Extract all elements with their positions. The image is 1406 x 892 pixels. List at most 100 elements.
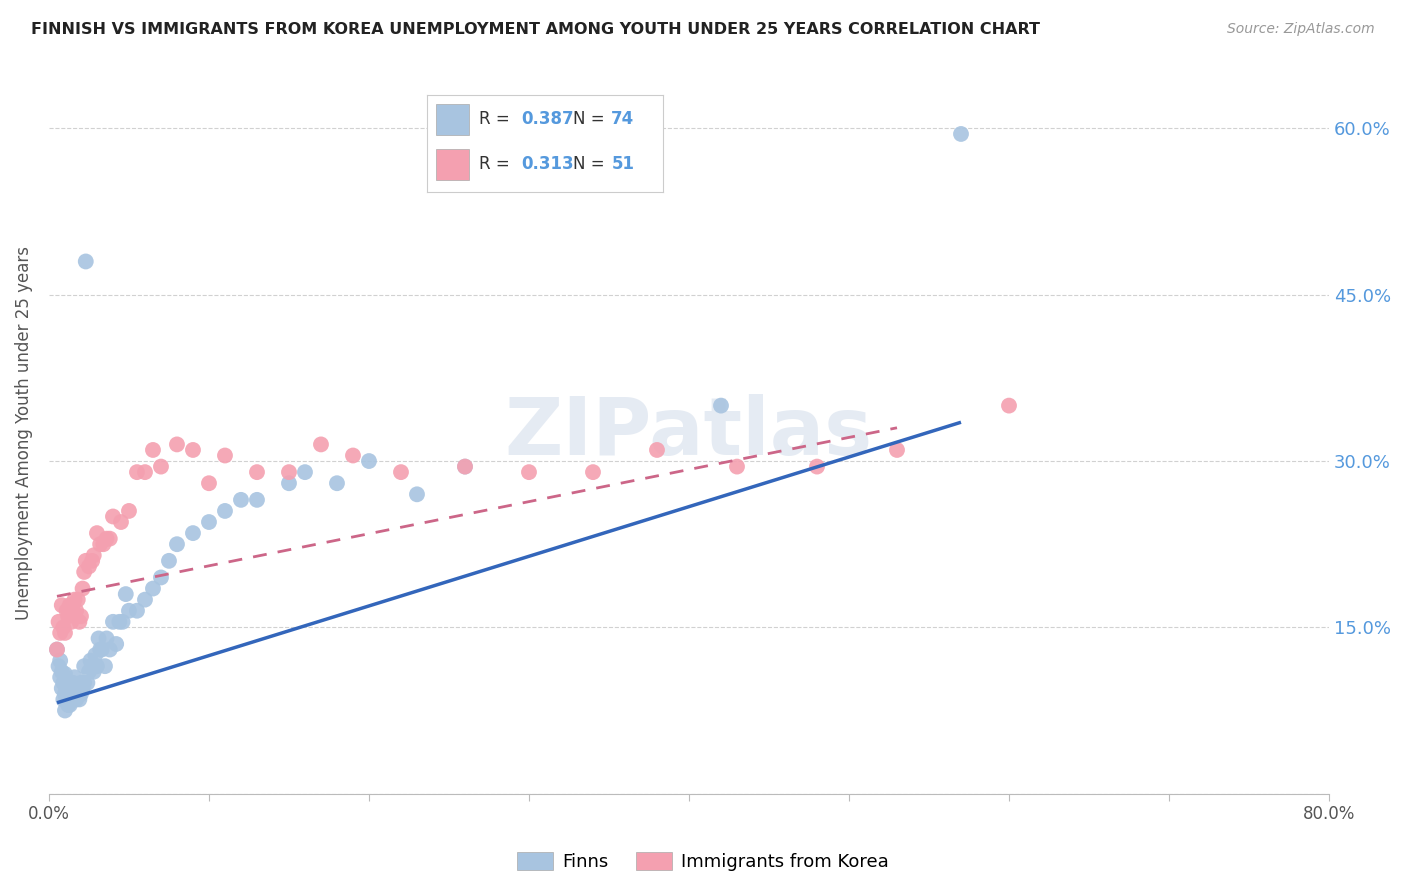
Point: [67, 615, 90, 629]
Point: [70, 675, 93, 690]
Point: [105, 637, 128, 651]
Point: [46, 642, 69, 657]
Point: [55, 604, 77, 618]
Point: [134, 592, 156, 607]
Point: [89, 642, 111, 657]
Point: [389, 465, 412, 479]
Point: [950, 127, 973, 141]
Point: [166, 437, 188, 451]
Point: [66, 592, 89, 607]
Point: [59, 675, 82, 690]
Point: [62, 604, 84, 618]
Point: [65, 687, 87, 701]
Point: [53, 687, 76, 701]
Point: [53, 667, 76, 681]
Point: [101, 509, 124, 524]
Point: [55, 681, 77, 696]
Point: [83, 665, 105, 679]
Point: [56, 675, 79, 690]
Point: [86, 659, 108, 673]
Y-axis label: Unemployment Among Youth under 25 years: Unemployment Among Youth under 25 years: [15, 246, 32, 620]
Point: [56, 681, 79, 696]
Point: [73, 565, 96, 579]
Point: [198, 476, 221, 491]
Point: [110, 515, 132, 529]
Point: [125, 465, 148, 479]
Point: [214, 449, 236, 463]
Point: [806, 459, 828, 474]
Point: [65, 604, 87, 618]
Point: [79, 654, 101, 668]
Point: [75, 254, 97, 268]
Point: [278, 476, 301, 491]
Point: [55, 692, 77, 706]
Point: [48, 659, 70, 673]
Point: [101, 615, 124, 629]
Point: [52, 675, 75, 690]
Point: [998, 399, 1021, 413]
Point: [326, 476, 349, 491]
Point: [84, 648, 107, 662]
Point: [49, 654, 72, 668]
Point: [111, 615, 134, 629]
Point: [77, 559, 100, 574]
Point: [294, 465, 316, 479]
Point: [454, 459, 477, 474]
Point: [56, 698, 79, 712]
Text: FINNISH VS IMMIGRANTS FROM KOREA UNEMPLOYMENT AMONG YOUTH UNDER 25 YEARS CORRELA: FINNISH VS IMMIGRANTS FROM KOREA UNEMPLO…: [31, 22, 1040, 37]
Point: [59, 698, 82, 712]
Point: [198, 515, 221, 529]
Point: [75, 554, 97, 568]
Point: [52, 692, 75, 706]
Point: [46, 642, 69, 657]
Point: [72, 681, 94, 696]
Point: [62, 675, 84, 690]
Point: [142, 442, 165, 457]
Point: [59, 687, 82, 701]
Point: [108, 615, 131, 629]
Point: [48, 615, 70, 629]
Point: [59, 598, 82, 612]
Point: [142, 582, 165, 596]
Point: [67, 692, 90, 706]
Point: [246, 465, 269, 479]
Point: [357, 454, 380, 468]
Point: [73, 659, 96, 673]
Point: [49, 626, 72, 640]
Point: [70, 687, 93, 701]
Point: [73, 675, 96, 690]
Point: [118, 604, 141, 618]
Point: [149, 570, 172, 584]
Point: [309, 437, 332, 451]
Text: ZIPatlas: ZIPatlas: [505, 394, 873, 473]
Point: [645, 442, 668, 457]
Point: [72, 582, 94, 596]
Point: [51, 681, 73, 696]
Point: [125, 604, 148, 618]
Point: [114, 587, 136, 601]
Point: [98, 532, 121, 546]
Point: [517, 465, 540, 479]
Point: [89, 537, 111, 551]
Point: [166, 537, 188, 551]
Point: [342, 449, 364, 463]
Point: [53, 704, 76, 718]
Point: [98, 642, 121, 657]
Point: [60, 687, 83, 701]
Point: [60, 692, 83, 706]
Point: [60, 615, 83, 629]
Point: [77, 665, 100, 679]
Point: [229, 492, 252, 507]
Point: [51, 665, 73, 679]
Point: [67, 687, 90, 701]
Point: [181, 442, 204, 457]
Point: [87, 632, 110, 646]
Point: [886, 442, 908, 457]
Point: [66, 681, 89, 696]
Point: [53, 626, 76, 640]
Point: [149, 459, 172, 474]
Point: [86, 526, 108, 541]
Point: [82, 659, 104, 673]
Point: [94, 659, 117, 673]
Point: [90, 642, 112, 657]
